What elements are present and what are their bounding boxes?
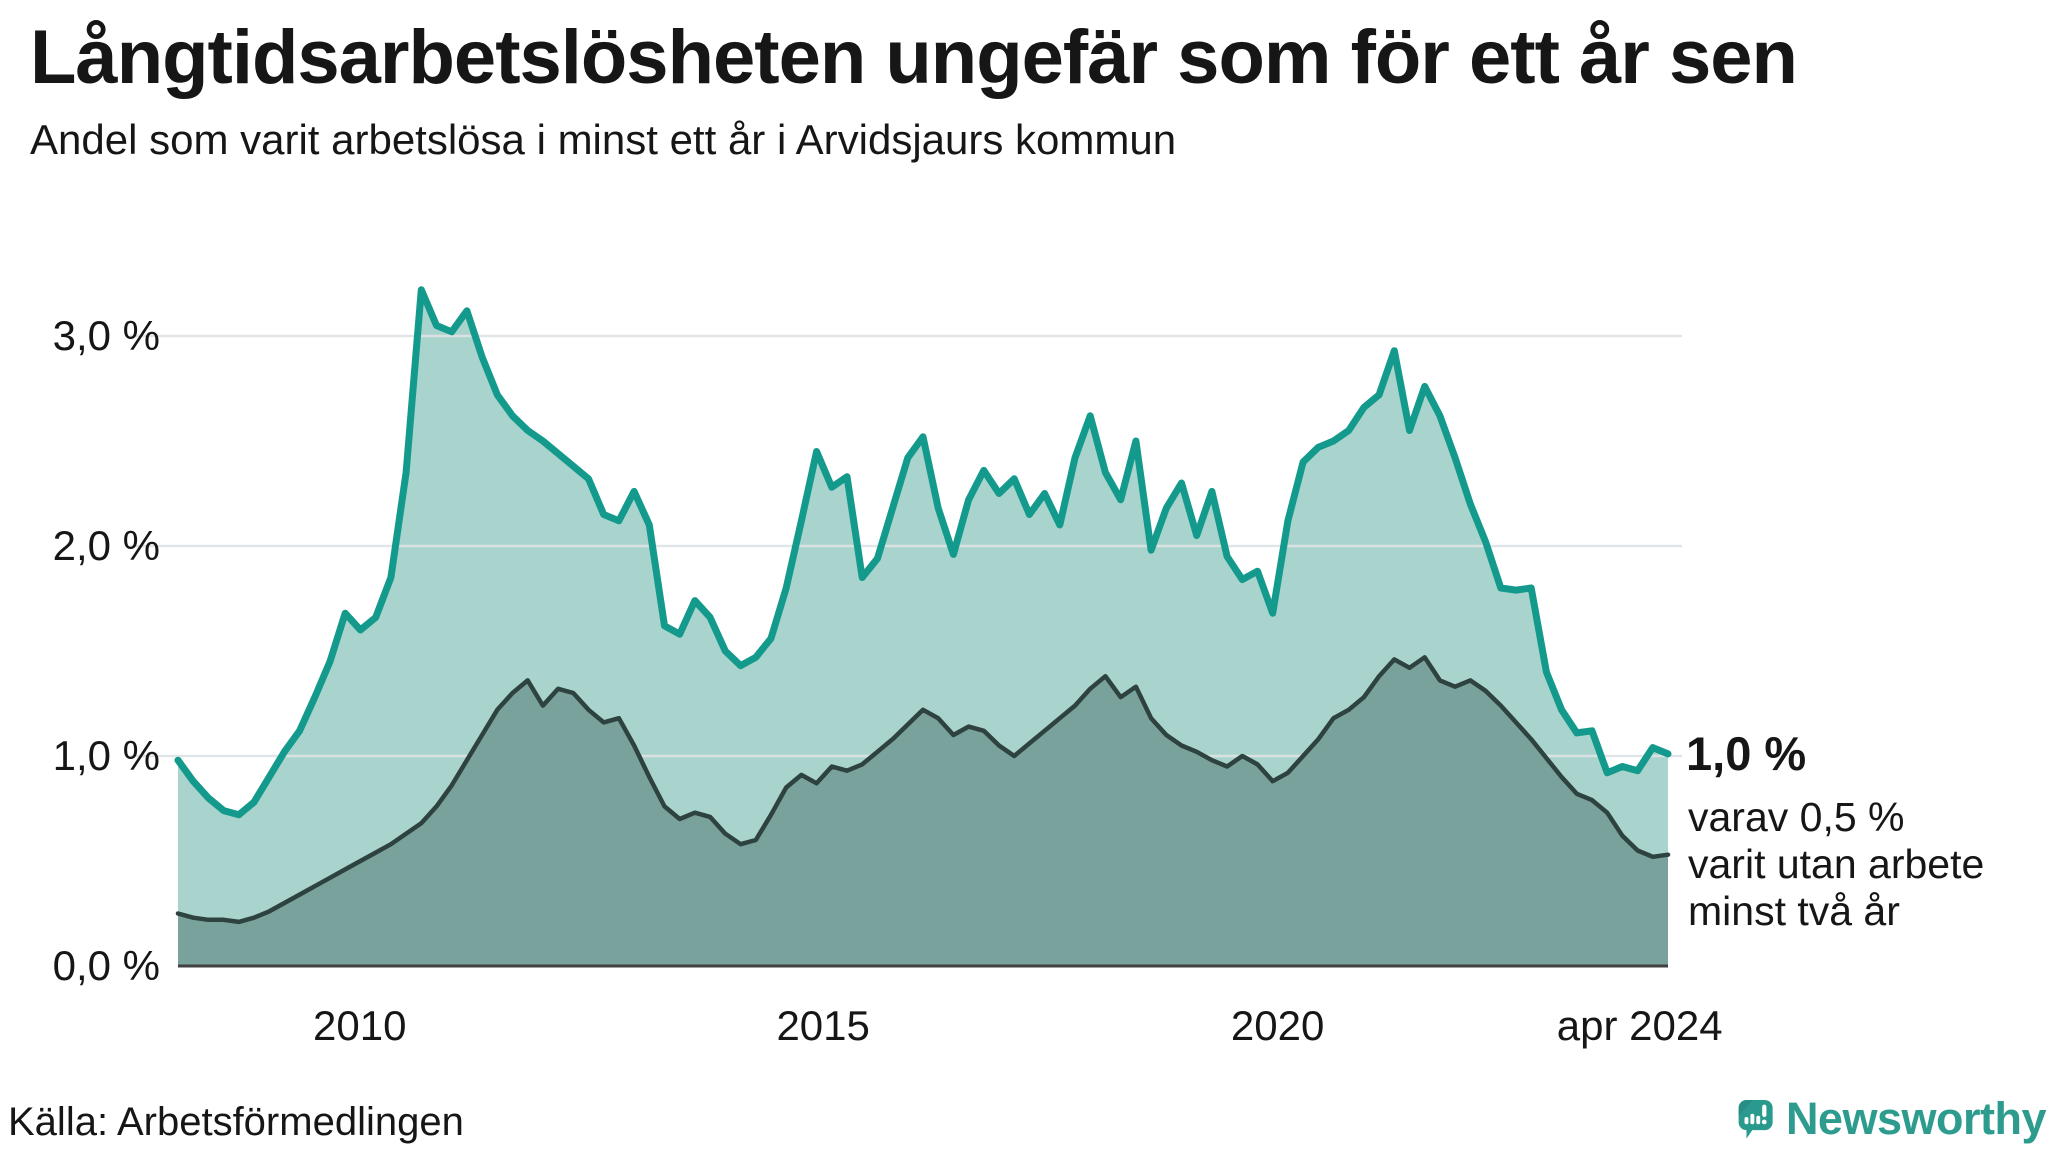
x-tick-label: 2010 [313, 1002, 407, 1049]
page-title: Långtidsarbetslösheten ungefär som för e… [30, 15, 1798, 100]
y-tick-label: 3,0 % [52, 312, 160, 359]
y-tick-label: 1,0 % [52, 732, 160, 779]
y-tick-label: 2,0 % [52, 522, 160, 569]
newsworthy-logo: Newsworthy [1736, 1088, 2047, 1150]
newsworthy-bubble-icon [1738, 1100, 1773, 1139]
latest-value-label: 1,0 % [1686, 727, 1807, 780]
line-at-least-one-year [174, 286, 1672, 819]
secondary-series-annotation: varav 0,5 % varit utan arbete minst två … [1688, 794, 1985, 934]
newsworthy-wordmark: Newsworthy [1785, 1093, 2047, 1144]
source-note: Källa: Arbetsförmedlingen [8, 1100, 464, 1144]
area-at-least-two-years [178, 657, 1668, 966]
x-tick-label: apr 2024 [1556, 1002, 1723, 1049]
x-tick-label: 2020 [1230, 1002, 1325, 1049]
y-tick-label: 0,0 % [52, 942, 160, 989]
page-subtitle: Andel som varit arbetslösa i minst ett å… [30, 116, 1177, 163]
x-tick-label: 2015 [776, 1002, 870, 1049]
line-at-least-two-years [175, 655, 1671, 925]
